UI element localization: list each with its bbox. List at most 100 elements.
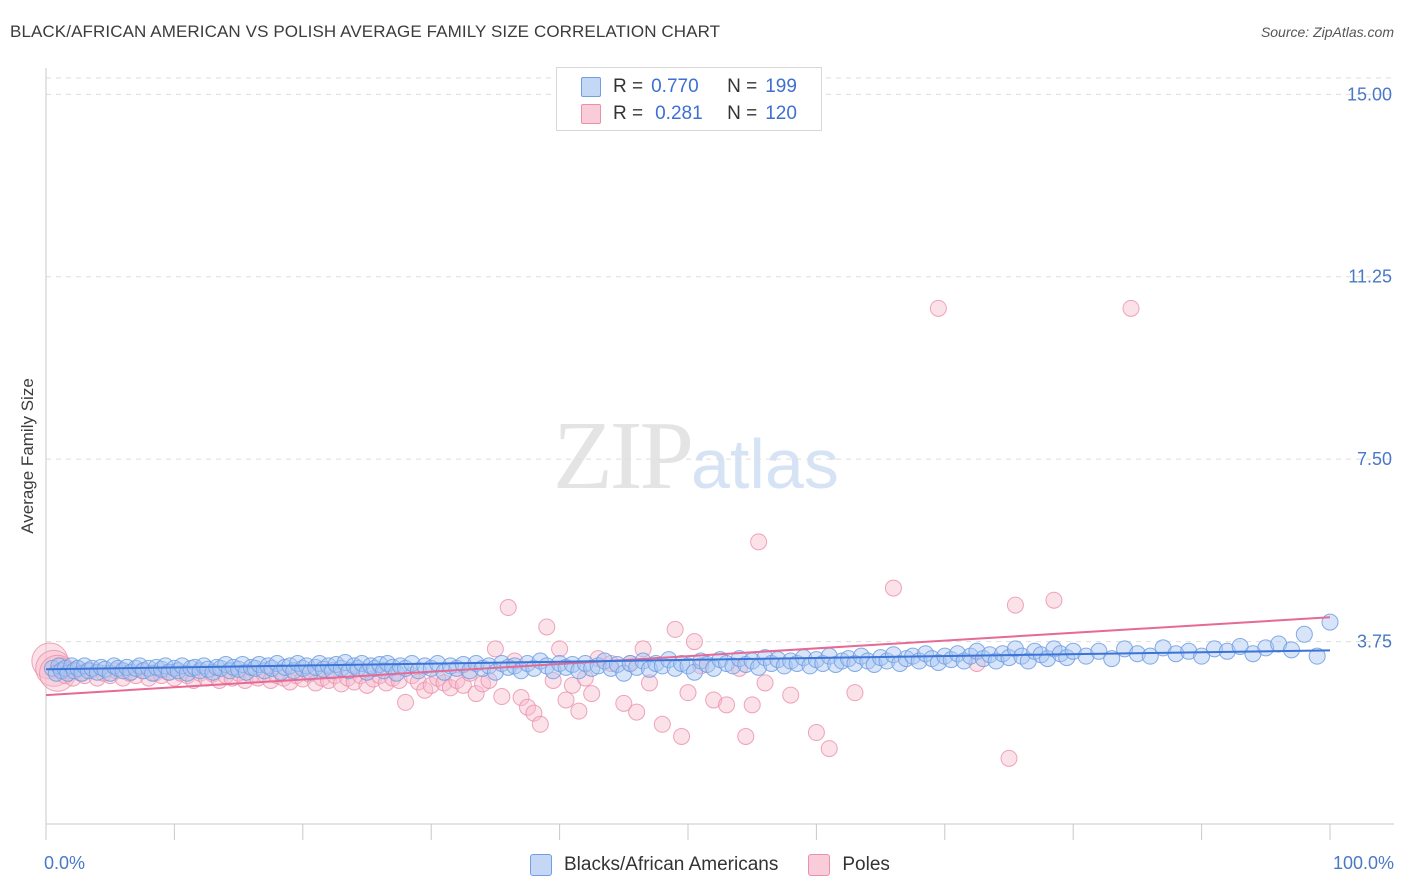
- poles-point: [551, 640, 569, 658]
- poles-point: [807, 724, 825, 742]
- legend-item-poles[interactable]: Poles: [808, 854, 890, 876]
- poles-point: [679, 684, 697, 702]
- blacks-point: [454, 655, 472, 673]
- blacks-point: [1321, 613, 1339, 631]
- poles-point: [718, 696, 736, 714]
- poles-point: [1006, 596, 1024, 614]
- y-axis-label: Average Family Size: [18, 378, 37, 534]
- legend-swatch-pink: [581, 104, 601, 124]
- blacks-point: [1295, 625, 1313, 643]
- poles-point: [576, 669, 594, 687]
- poles-point: [692, 657, 710, 675]
- poles-point: [512, 689, 530, 707]
- poles-point: [1000, 749, 1018, 767]
- blacks-point: [302, 663, 320, 681]
- legend-r-key: R =: [613, 76, 644, 97]
- poles-point: [1045, 591, 1063, 609]
- legend-n-key: N =: [727, 76, 758, 97]
- poles-point: [557, 691, 575, 709]
- legend-item-blacks[interactable]: Blacks/African Americans: [530, 854, 778, 876]
- poles-point: [531, 715, 549, 733]
- blacks-point: [788, 654, 806, 672]
- poles-point: [640, 674, 658, 692]
- poles-point: [673, 727, 691, 745]
- legend-swatch-blue: [581, 77, 601, 97]
- poles-point: [538, 618, 556, 636]
- poles-point: [583, 685, 601, 703]
- watermark: ZIPatlas: [553, 400, 839, 512]
- poles-point: [467, 685, 485, 703]
- blacks-point: [263, 659, 281, 677]
- poles-point: [634, 640, 652, 658]
- blacks-trend-line: [45, 649, 1331, 671]
- poles-point: [820, 740, 838, 758]
- blacks-point: [814, 654, 832, 672]
- x-tick-label: 0.0%: [44, 853, 85, 873]
- gridlines: [46, 77, 1394, 643]
- poles-point: [506, 652, 524, 670]
- blacks-point: [1077, 647, 1095, 665]
- poles-point: [884, 579, 902, 597]
- blacks-point: [1308, 647, 1326, 665]
- poles-point: [563, 676, 581, 694]
- legend-n-value: 199: [765, 76, 797, 97]
- poles-point: [570, 702, 588, 720]
- y-tick-label: 15.00: [1347, 84, 1392, 104]
- poles-point: [1122, 299, 1140, 317]
- poles-point: [653, 715, 671, 733]
- legend-n-key: N =: [727, 103, 758, 124]
- x-tick-label: 100.0%: [1333, 853, 1394, 873]
- poles-point: [493, 688, 511, 706]
- poles-point: [422, 676, 440, 694]
- legend-swatch-blue: [530, 854, 552, 876]
- poles-point: [544, 671, 562, 689]
- y-tick-label: 11.25: [1348, 267, 1392, 287]
- legend-r-value: 0.770: [651, 76, 699, 97]
- legend-label-poles: Poles: [842, 854, 890, 875]
- blacks-point: [1167, 645, 1185, 663]
- poles-point: [685, 633, 703, 651]
- legend-row-blacks: R = 0.770 N = 199: [581, 75, 797, 99]
- poles-trend-line: [45, 616, 1331, 697]
- blacks-point: [724, 657, 742, 675]
- series-legend: Blacks/African Americans Poles: [530, 852, 920, 878]
- axes: [45, 68, 1394, 840]
- legend-r-value: 0.281: [655, 103, 703, 124]
- blacks-point: [679, 657, 697, 675]
- blacks-point: [1090, 642, 1108, 660]
- poles-point: [499, 599, 517, 617]
- watermark-zip: ZIP: [553, 402, 694, 510]
- blacks-point: [987, 652, 1005, 670]
- poles-point: [628, 703, 646, 721]
- poles-points: [31, 299, 1140, 767]
- tick-labels: 3.75 7.50 11.25 15.00 0.0% 100.0%: [44, 84, 1394, 873]
- poles-point: [929, 299, 947, 317]
- poles-point: [486, 640, 504, 658]
- poles-point: [358, 676, 376, 694]
- blacks-point: [949, 645, 967, 663]
- legend-row-poles: R = 0.281 N = 120: [581, 102, 797, 126]
- blacks-point: [884, 646, 902, 664]
- y-tick-label: 3.75: [1357, 632, 1392, 652]
- blacks-point: [929, 653, 947, 671]
- source-credit: Source: ZipAtlas.com: [1260, 24, 1394, 40]
- blacks-point: [1064, 642, 1082, 660]
- poles-point: [666, 620, 684, 638]
- poles-point: [705, 691, 723, 709]
- poles-point: [846, 684, 864, 702]
- poles-point: [397, 693, 415, 711]
- watermark-atlas: atlas: [691, 425, 839, 503]
- legend-label-blacks: Blacks/African Americans: [564, 854, 779, 875]
- blacks-point: [237, 663, 255, 681]
- poles-point: [737, 727, 755, 745]
- legend-r-key: R =: [613, 103, 644, 124]
- poles-point: [750, 533, 768, 551]
- poles-point: [441, 679, 459, 697]
- blacks-point: [1006, 640, 1024, 658]
- trend-lines: [45, 616, 1331, 697]
- y-tick-label: 7.50: [1357, 449, 1392, 469]
- poles-point: [782, 686, 800, 704]
- blacks-point: [1000, 649, 1018, 667]
- blacks-point: [268, 654, 286, 672]
